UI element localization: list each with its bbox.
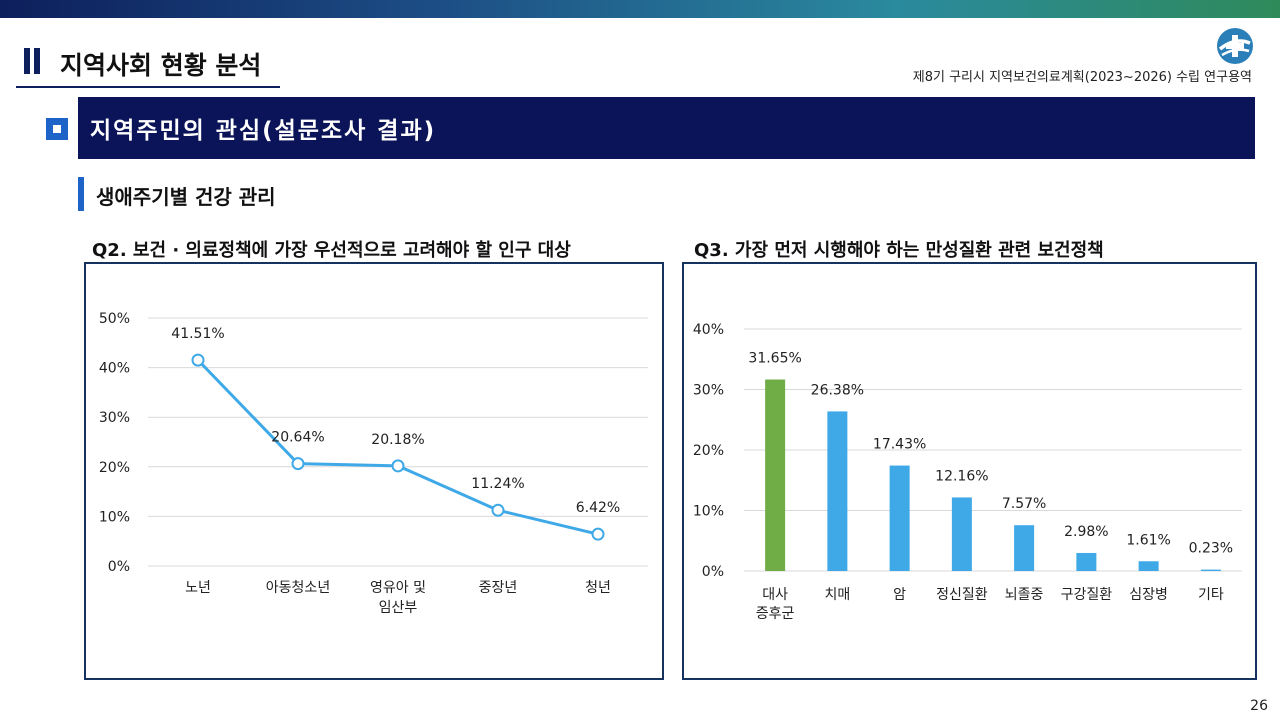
data-point [591, 527, 605, 541]
section-banner: 지역주민의 관심(설문조사 결과) [78, 97, 1255, 159]
x-tick-label: 임산부 [379, 600, 418, 616]
q2-line-chart: 0% 10% 20% 30% 40% 50% 41.51% 노년 20.64% 아동청소년 20.1… [99, 311, 648, 616]
y-tick-label: 30% [693, 383, 724, 399]
data-label: 20.18% [371, 432, 424, 448]
x-tick-label: 청년 [585, 580, 611, 596]
data-label: 26.38% [811, 382, 864, 398]
y-tick-label: 50% [99, 311, 130, 327]
data-label: 11.24% [471, 476, 524, 492]
data-label: 6.42% [576, 500, 620, 516]
x-tick-label: 증후군 [756, 606, 795, 622]
subsection-bar [78, 177, 84, 211]
bar [1076, 552, 1097, 571]
bar [1200, 569, 1221, 571]
data-label: 0.23% [1189, 541, 1233, 557]
guri-city-logo-icon [1217, 28, 1253, 64]
x-tick-label: 정신질환 [936, 587, 988, 603]
data-point [191, 353, 205, 367]
y-tick-label: 10% [693, 504, 724, 520]
x-tick-label: 심장병 [1129, 587, 1168, 603]
bar [827, 411, 848, 571]
subsection-title: 생애주기별 건강 관리 [96, 185, 276, 209]
banner-title: 지역주민의 관심(설문조사 결과) [90, 118, 437, 144]
page-number: 26 [1250, 698, 1268, 714]
title-bars-icon [24, 48, 40, 74]
data-label: 20.64% [271, 430, 324, 446]
data-label: 7.57% [1002, 496, 1046, 512]
x-tick-label: 뇌졸중 [1005, 587, 1044, 603]
q2-chart-panel: 0% 10% 20% 30% 40% 50% 41.51% 노년 20.64% 아동청소년 20.1… [84, 262, 664, 680]
y-tick-label: 20% [693, 443, 724, 459]
q3-title: Q3. 가장 먼저 시행해야 하는 만성질환 관련 보건정책 [694, 240, 1104, 261]
y-tick-label: 40% [99, 361, 130, 377]
bar [889, 465, 910, 571]
data-label: 2.98% [1064, 524, 1108, 540]
y-tick-label: 10% [99, 509, 130, 525]
data-point [291, 457, 305, 471]
data-label: 31.65% [748, 351, 801, 367]
data-label: 1.61% [1126, 532, 1170, 548]
top-gradient-bar [0, 0, 1280, 18]
x-tick-label: 영유아 및 [370, 580, 426, 596]
banner-square-icon [46, 118, 68, 140]
x-tick-label: 노년 [185, 580, 211, 596]
data-label: 41.51% [171, 326, 224, 342]
x-tick-label: 아동청소년 [266, 580, 330, 596]
y-tick-label: 0% [108, 559, 130, 575]
bar [765, 379, 786, 571]
x-tick-label: 기타 [1198, 587, 1224, 603]
bar [951, 497, 972, 571]
report-name: 제8기 구리시 지역보건의료계획(2023~2026) 수립 연구용역 [912, 70, 1252, 85]
x-tick-label: 암 [893, 587, 906, 603]
page-title: 지역사회 현황 분석 [60, 51, 262, 80]
y-tick-label: 40% [693, 322, 724, 338]
x-tick-label: 중장년 [479, 580, 518, 596]
page-title-block: 지역사회 현황 분석 [16, 40, 280, 88]
data-point [491, 503, 505, 517]
x-tick-label: 대사 [762, 587, 788, 603]
data-label: 12.16% [935, 468, 988, 484]
bar [1138, 561, 1159, 571]
x-tick-label: 치매 [824, 587, 850, 603]
data-point [391, 459, 405, 473]
data-label: 17.43% [873, 437, 926, 453]
q2-title: Q2. 보건 · 의료정책에 가장 우선적으로 고려해야 할 인구 대상 [92, 240, 571, 261]
y-tick-label: 20% [99, 460, 130, 476]
y-tick-label: 30% [99, 410, 130, 426]
y-tick-label: 0% [702, 564, 724, 580]
x-tick-label: 구강질환 [1061, 587, 1113, 603]
bar [1014, 525, 1035, 571]
